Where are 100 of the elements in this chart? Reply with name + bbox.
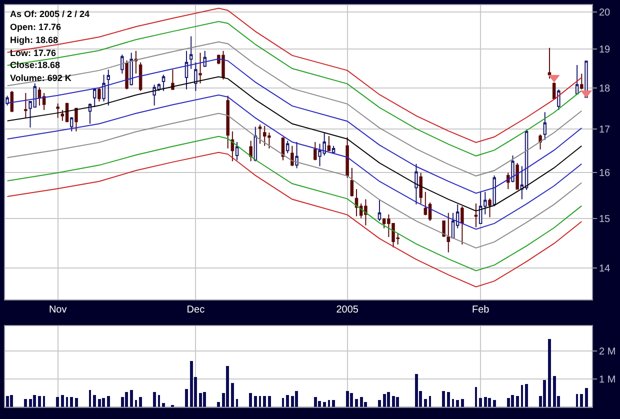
bar bbox=[6, 396, 9, 407]
bar bbox=[511, 394, 514, 407]
candlestick bbox=[98, 88, 101, 102]
line-series bbox=[6, 58, 582, 194]
candlestick bbox=[492, 174, 496, 207]
candlestick bbox=[378, 198, 382, 222]
bar bbox=[387, 392, 390, 407]
bar bbox=[392, 396, 395, 407]
candlestick bbox=[106, 69, 110, 106]
bar bbox=[396, 396, 399, 407]
candlestick bbox=[194, 62, 198, 92]
candlestick bbox=[203, 50, 206, 68]
bar bbox=[282, 398, 284, 407]
candlestick bbox=[332, 145, 336, 154]
bar bbox=[75, 398, 78, 407]
x-tick-label: Nov bbox=[48, 304, 67, 316]
bar bbox=[493, 400, 496, 407]
bar bbox=[521, 384, 523, 407]
candlestick bbox=[102, 74, 106, 102]
candlestick bbox=[446, 212, 450, 253]
bar bbox=[580, 394, 583, 407]
bar bbox=[61, 394, 64, 407]
line-series bbox=[6, 76, 582, 212]
bar bbox=[190, 360, 193, 407]
candlestick bbox=[198, 52, 202, 84]
bar bbox=[350, 392, 353, 407]
candlestick bbox=[125, 60, 128, 90]
bar bbox=[98, 398, 101, 407]
candlestick bbox=[538, 134, 542, 150]
bar bbox=[254, 396, 257, 407]
bar bbox=[217, 402, 220, 407]
bar bbox=[185, 388, 188, 407]
y-tick-label: 18 bbox=[599, 83, 611, 94]
bar bbox=[318, 400, 321, 407]
annotation: As Of: 2005 / 2 / 24 bbox=[10, 9, 90, 19]
candlestick bbox=[575, 64, 579, 94]
bar bbox=[24, 398, 27, 407]
x-tick-label: Feb bbox=[472, 304, 490, 316]
annotation: Low: 17.76 bbox=[10, 48, 56, 58]
bar bbox=[479, 398, 482, 407]
bar bbox=[332, 400, 335, 407]
bar bbox=[10, 394, 13, 407]
bar bbox=[424, 398, 427, 407]
line-series bbox=[6, 152, 582, 288]
bar bbox=[226, 366, 229, 407]
bar bbox=[429, 396, 431, 407]
line-series bbox=[6, 136, 582, 272]
line-series bbox=[6, 8, 582, 143]
bar bbox=[484, 396, 487, 407]
candlestick bbox=[249, 140, 252, 162]
line-series bbox=[6, 94, 582, 230]
candlestick bbox=[419, 172, 422, 204]
annotation: Open: 17.76 bbox=[10, 22, 62, 32]
bar bbox=[199, 392, 202, 407]
bar bbox=[263, 396, 266, 407]
candlestick bbox=[24, 92, 28, 118]
candlestick bbox=[258, 124, 262, 144]
candlestick bbox=[286, 140, 290, 154]
bar bbox=[488, 398, 491, 407]
candlestick bbox=[350, 167, 354, 197]
candlestick bbox=[516, 162, 519, 190]
y-tick-label: 1 M bbox=[599, 374, 616, 386]
bar bbox=[461, 398, 464, 407]
bar bbox=[70, 396, 73, 407]
candlestick bbox=[184, 50, 188, 90]
candlestick bbox=[171, 69, 174, 90]
candlestick bbox=[120, 54, 124, 74]
bar bbox=[56, 396, 59, 407]
bar bbox=[162, 402, 165, 407]
y-tick-label: 20 bbox=[599, 8, 611, 19]
candlestick bbox=[346, 136, 349, 178]
bar bbox=[102, 398, 105, 407]
bar bbox=[415, 374, 418, 407]
bar bbox=[383, 394, 386, 407]
candlestick bbox=[511, 154, 514, 183]
x-tick-label: Dec bbox=[186, 304, 205, 316]
candlestick bbox=[92, 88, 96, 108]
bar bbox=[516, 396, 519, 407]
bar bbox=[576, 394, 578, 407]
bar bbox=[346, 390, 349, 407]
bar bbox=[29, 398, 32, 407]
bar bbox=[93, 394, 96, 407]
y-tick-label: 15 bbox=[599, 214, 611, 226]
bar bbox=[125, 392, 128, 407]
candlestick bbox=[290, 145, 294, 167]
bar bbox=[249, 392, 252, 407]
annotation: High: 18.68 bbox=[10, 35, 58, 45]
bar bbox=[323, 402, 326, 407]
bar bbox=[66, 396, 68, 407]
bar bbox=[43, 396, 45, 407]
line-series bbox=[6, 112, 582, 248]
annotation: Close:18.68 bbox=[10, 60, 60, 70]
candlestick bbox=[189, 36, 193, 70]
candlestick bbox=[134, 50, 138, 74]
candlestick bbox=[543, 112, 547, 140]
bar bbox=[203, 392, 206, 407]
bar bbox=[158, 394, 160, 407]
candlestick bbox=[506, 172, 510, 190]
bar bbox=[314, 396, 317, 407]
candlestick bbox=[281, 136, 285, 161]
